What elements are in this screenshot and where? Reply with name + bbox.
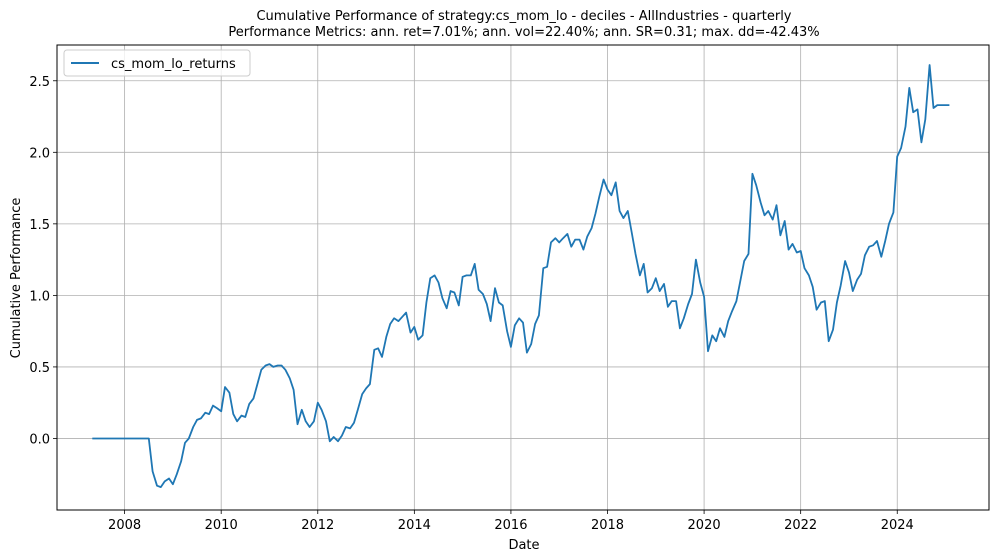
legend: cs_mom_lo_returns [63, 49, 251, 77]
y-tick-label: 0.5 [29, 361, 50, 376]
series-layer [92, 64, 950, 489]
legend-box [63, 49, 251, 77]
y-tick-label: 1.0 [29, 289, 50, 304]
legend-label: cs_mom_lo_returns [111, 57, 236, 72]
x-tick-label: 2018 [591, 518, 624, 533]
y-axis-label: Cumulative Performance [9, 198, 24, 359]
y-tick-label: 0.0 [29, 432, 50, 447]
chart-title: Cumulative Performance of strategy:cs_mo… [256, 9, 791, 24]
chart-subtitle: Performance Metrics: ann. ret=7.01%; ann… [228, 25, 819, 40]
x-tick-label: 2024 [881, 518, 914, 533]
y-tick-label: 1.5 [29, 218, 50, 233]
plot-frame [56, 44, 990, 511]
y-tick-label: 2.0 [29, 146, 50, 161]
x-tick-label: 2010 [205, 518, 238, 533]
x-tick-label: 2016 [494, 518, 527, 533]
series-line-cs_mom_lo_returns [92, 64, 950, 489]
grid-lines [57, 45, 989, 510]
x-axis-label: Date [508, 538, 539, 553]
axis-ticks: 2008 2010 2012 2014 2016 2018 2020 2022 2024 0.0 0… [29, 75, 913, 533]
x-tick-label: 2008 [108, 518, 141, 533]
x-tick-label: 2022 [784, 518, 817, 533]
y-tick-label: 2.5 [29, 75, 50, 90]
x-tick-label: 2014 [398, 518, 431, 533]
x-tick-label: 2020 [688, 518, 721, 533]
x-tick-label: 2012 [301, 518, 334, 533]
